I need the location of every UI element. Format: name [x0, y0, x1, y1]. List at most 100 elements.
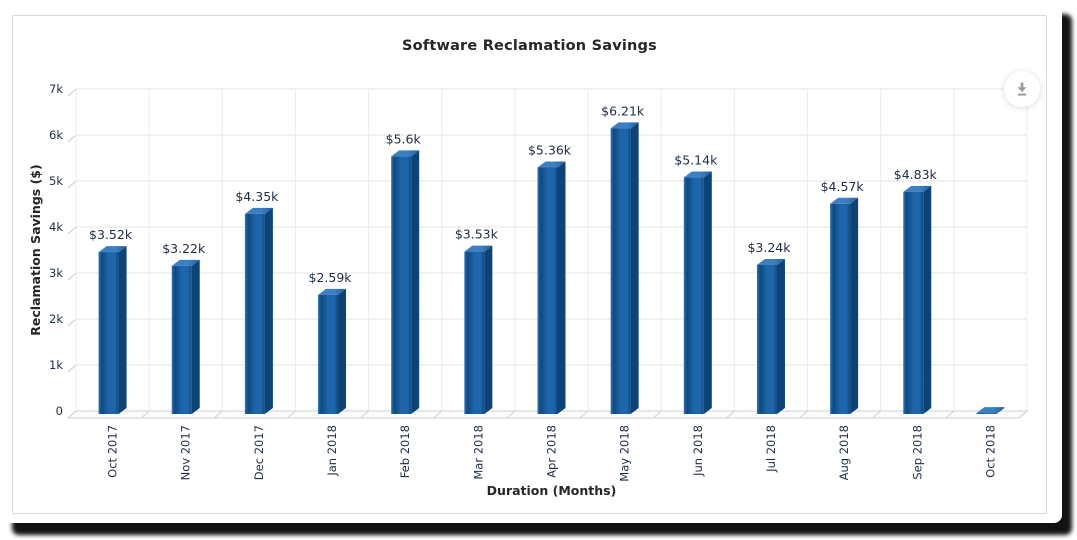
y-axis-tick	[67, 134, 77, 143]
bar-Jun 2018[interactable]	[683, 171, 712, 414]
bar-front-face	[98, 252, 119, 414]
y-tick-label: 4k	[49, 220, 63, 234]
bar-top-face	[976, 407, 1005, 414]
bar-value-label: $3.53k	[455, 227, 499, 242]
floor-separator	[872, 410, 881, 419]
bar-side-face	[703, 171, 712, 414]
bar-Jan 2018[interactable]	[318, 288, 347, 414]
bar-Sep 2018[interactable]	[903, 185, 932, 414]
floor-separator	[360, 410, 369, 419]
bar-front-face	[391, 156, 412, 414]
y-axis-tick	[67, 88, 77, 97]
bar-side-face	[630, 122, 639, 414]
bar-value-label: $4.83k	[894, 167, 938, 182]
y-axis-tick	[67, 364, 77, 373]
x-tick-label: Aug 2018	[837, 425, 851, 480]
bar-side-face	[264, 207, 273, 414]
bar-May 2018[interactable]	[610, 122, 639, 414]
chart-plot: 0 1k 2k 3k 4k 5k 6k 7k $3.52k Oct 2017 $3.22k Nov 2…	[49, 82, 1029, 482]
chart-card: Software Reclamation Savings 0 1k 2k 3k 4k 5k…	[12, 15, 1047, 514]
bar-top-face	[98, 246, 127, 253]
bar-value-label: $5.14k	[674, 153, 718, 168]
bar-top-face	[244, 207, 273, 214]
floor-separator	[506, 410, 516, 419]
bar-value-label: $2.59k	[309, 270, 353, 285]
bar-value-label: $5.6k	[386, 131, 422, 146]
bar-value-label: $4.57k	[821, 179, 865, 194]
bar-side-face	[191, 259, 200, 414]
bar-front-face	[318, 294, 339, 414]
bar-value-label: $3.24k	[747, 240, 791, 255]
x-tick-label: Mar 2018	[471, 425, 485, 480]
x-tick-label: Jan 2018	[325, 425, 339, 477]
bar-top-face	[903, 185, 932, 192]
x-tick-label: May 2018	[618, 425, 632, 482]
bar-front-face	[610, 128, 631, 414]
x-tick-label: Jun 2018	[691, 425, 705, 477]
bar-top-face	[610, 122, 639, 129]
bar-Mar 2018[interactable]	[464, 245, 493, 414]
y-axis-tick	[67, 226, 77, 235]
bar-Oct 2018[interactable]	[976, 407, 1005, 414]
bar-Dec 2017[interactable]	[244, 207, 273, 414]
bar-side-face	[338, 288, 347, 414]
x-tick-label: Sep 2018	[910, 425, 924, 480]
bar-side-face	[484, 245, 493, 414]
x-tick-label: Feb 2018	[398, 425, 412, 478]
bar-value-label: $5.36k	[528, 142, 572, 157]
floor-separator	[652, 410, 662, 419]
y-axis-tick	[67, 272, 77, 281]
y-tick-label: 7k	[49, 82, 63, 96]
y-axis-title: Reclamation Savings ($)	[28, 164, 43, 336]
y-tick-label: 1k	[49, 358, 63, 372]
bar-top-face	[830, 197, 859, 204]
bar-side-face	[850, 197, 859, 414]
export-button[interactable]	[1004, 71, 1040, 107]
bar-front-face	[537, 167, 558, 414]
bar-Oct 2017[interactable]	[98, 246, 127, 414]
bar-front-face	[903, 191, 924, 414]
y-tick-label: 0	[56, 404, 63, 418]
bar-top-face	[171, 259, 200, 266]
y-tick-label: 6k	[49, 128, 63, 142]
bar-Feb 2018[interactable]	[391, 150, 420, 414]
floor-separator	[726, 410, 735, 419]
floor-separator	[140, 410, 150, 419]
bar-side-face	[557, 161, 566, 414]
floor-separator	[433, 410, 443, 419]
bar-front-face	[171, 265, 192, 414]
bar-value-label: $3.22k	[162, 241, 206, 256]
bar-Aug 2018[interactable]	[830, 197, 859, 414]
floor-separator	[214, 410, 223, 419]
bar-front-face	[976, 413, 997, 414]
chart-title: Software Reclamation Savings	[402, 38, 657, 54]
bar-front-face	[756, 264, 777, 414]
floor-separator	[287, 410, 296, 419]
x-tick-label: Dec 2017	[252, 425, 266, 480]
download-icon	[1017, 82, 1027, 96]
bar-side-face	[923, 185, 932, 414]
screenshot-window: Software Reclamation Savings 0 1k 2k 3k 4k 5k…	[12, 15, 1047, 514]
x-tick-label: Apr 2018	[545, 425, 559, 478]
bar-front-face	[683, 177, 704, 414]
bar-top-face	[391, 150, 420, 157]
bar-Jul 2018[interactable]	[756, 258, 785, 414]
bar-front-face	[830, 203, 851, 414]
bar-Nov 2017[interactable]	[171, 259, 200, 414]
bar-side-face	[776, 258, 785, 414]
bar-front-face	[464, 251, 485, 414]
floor-separator	[67, 410, 77, 419]
bar-top-face	[683, 171, 712, 178]
y-tick-label: 3k	[49, 266, 63, 280]
bar-top-face	[756, 258, 785, 265]
floor-separator	[1018, 410, 1028, 419]
x-tick-label: Oct 2018	[983, 425, 997, 478]
bar-Apr 2018[interactable]	[537, 161, 566, 414]
bar-value-label: $3.52k	[89, 227, 133, 242]
x-tick-label: Nov 2017	[179, 425, 193, 480]
bar-top-face	[537, 161, 566, 168]
bar-value-label: $4.35k	[235, 189, 279, 204]
bar-top-face	[464, 245, 493, 252]
bar-side-face	[118, 246, 127, 414]
y-tick-label: 2k	[49, 312, 63, 326]
